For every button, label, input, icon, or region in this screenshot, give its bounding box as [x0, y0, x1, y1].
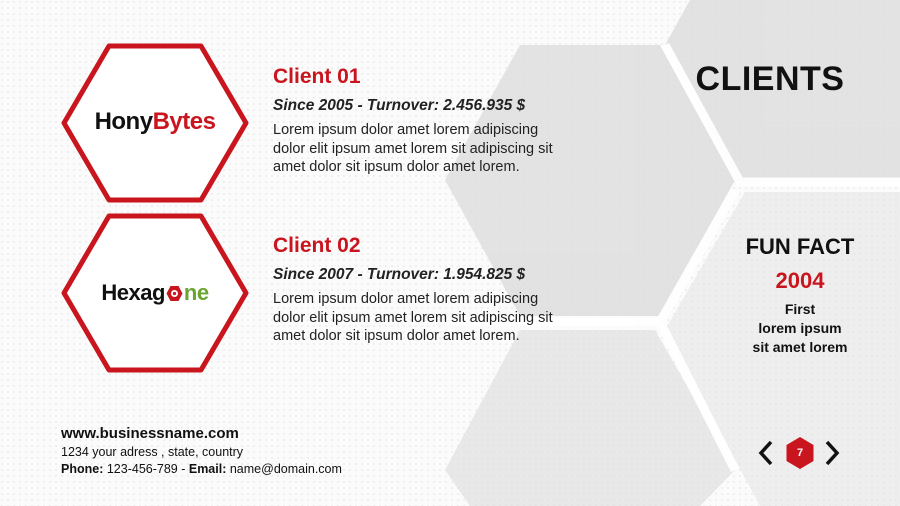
- client-subtitle: Since 2005 - Turnover: 2.456.935 $: [273, 97, 526, 114]
- email-label: Email:: [188, 462, 227, 476]
- bg-hexagon-bottom: [445, 330, 735, 506]
- footer-contact: www.businessname.com 1234 your adress , …: [61, 425, 342, 478]
- hexagon-o-icon: [166, 282, 183, 301]
- client-title: Client 02: [273, 234, 361, 257]
- website-link[interactable]: www.businessname.com: [61, 425, 239, 442]
- fun-fact-line: First: [784, 301, 816, 317]
- contact-line: Phone: 123-456-789 - Email: name@domain.…: [61, 461, 342, 478]
- fun-fact-title: FUN FACT: [745, 234, 855, 259]
- client-subtitle: Since 2007 - Turnover: 1.954.825 $: [273, 266, 526, 283]
- bg-hexagon-large: [445, 45, 735, 316]
- hexagon-frame-icon: [61, 43, 249, 203]
- page-number: 7: [796, 447, 804, 459]
- fun-fact-text: First lorem ipsum sit amet lorem: [720, 300, 880, 357]
- chevron-right-icon[interactable]: [824, 440, 840, 466]
- page-title: CLIENTS: [695, 60, 845, 98]
- page-number-hexagon-icon: [786, 437, 814, 469]
- client-logo-1: HonyBytes: [60, 42, 250, 204]
- client-entry-1: Client 01 Since 2005 - Turnover: 2.456.9…: [273, 64, 603, 177]
- client-description: Lorem ipsum dolor amet lorem adipiscing …: [273, 122, 553, 175]
- client-entry-2: Client 02 Since 2007 - Turnover: 1.954.8…: [273, 233, 603, 346]
- bg-hexagon-top-right: [665, 0, 900, 182]
- phone-label: Phone:: [61, 462, 104, 476]
- contact-separator: -: [177, 462, 189, 476]
- fun-fact-panel: FUN FACT 2004 First lorem ipsum sit amet…: [720, 234, 880, 357]
- chevron-left-icon[interactable]: [758, 440, 774, 466]
- pagination: 7: [758, 436, 842, 470]
- client-logo-2: Hexag ne: [60, 212, 250, 374]
- fun-fact-year: 2004: [775, 268, 825, 293]
- address-text: 1234 your adress , state, country: [61, 445, 244, 459]
- email-value[interactable]: name@domain.com: [229, 462, 342, 476]
- bg-hexagon-right: [665, 192, 900, 506]
- logo-honybytes: HonyBytes: [94, 108, 216, 135]
- client-description: Lorem ipsum dolor amet lorem adipiscing …: [273, 291, 553, 344]
- logo-hexagone: Hexag ne: [101, 280, 209, 305]
- client-title: Client 01: [273, 65, 361, 88]
- hexagon-frame-icon: [61, 213, 249, 373]
- fun-fact-line: sit amet lorem: [752, 339, 848, 355]
- phone-value: 123-456-789: [106, 462, 178, 476]
- fun-fact-line: lorem ipsum: [758, 320, 842, 336]
